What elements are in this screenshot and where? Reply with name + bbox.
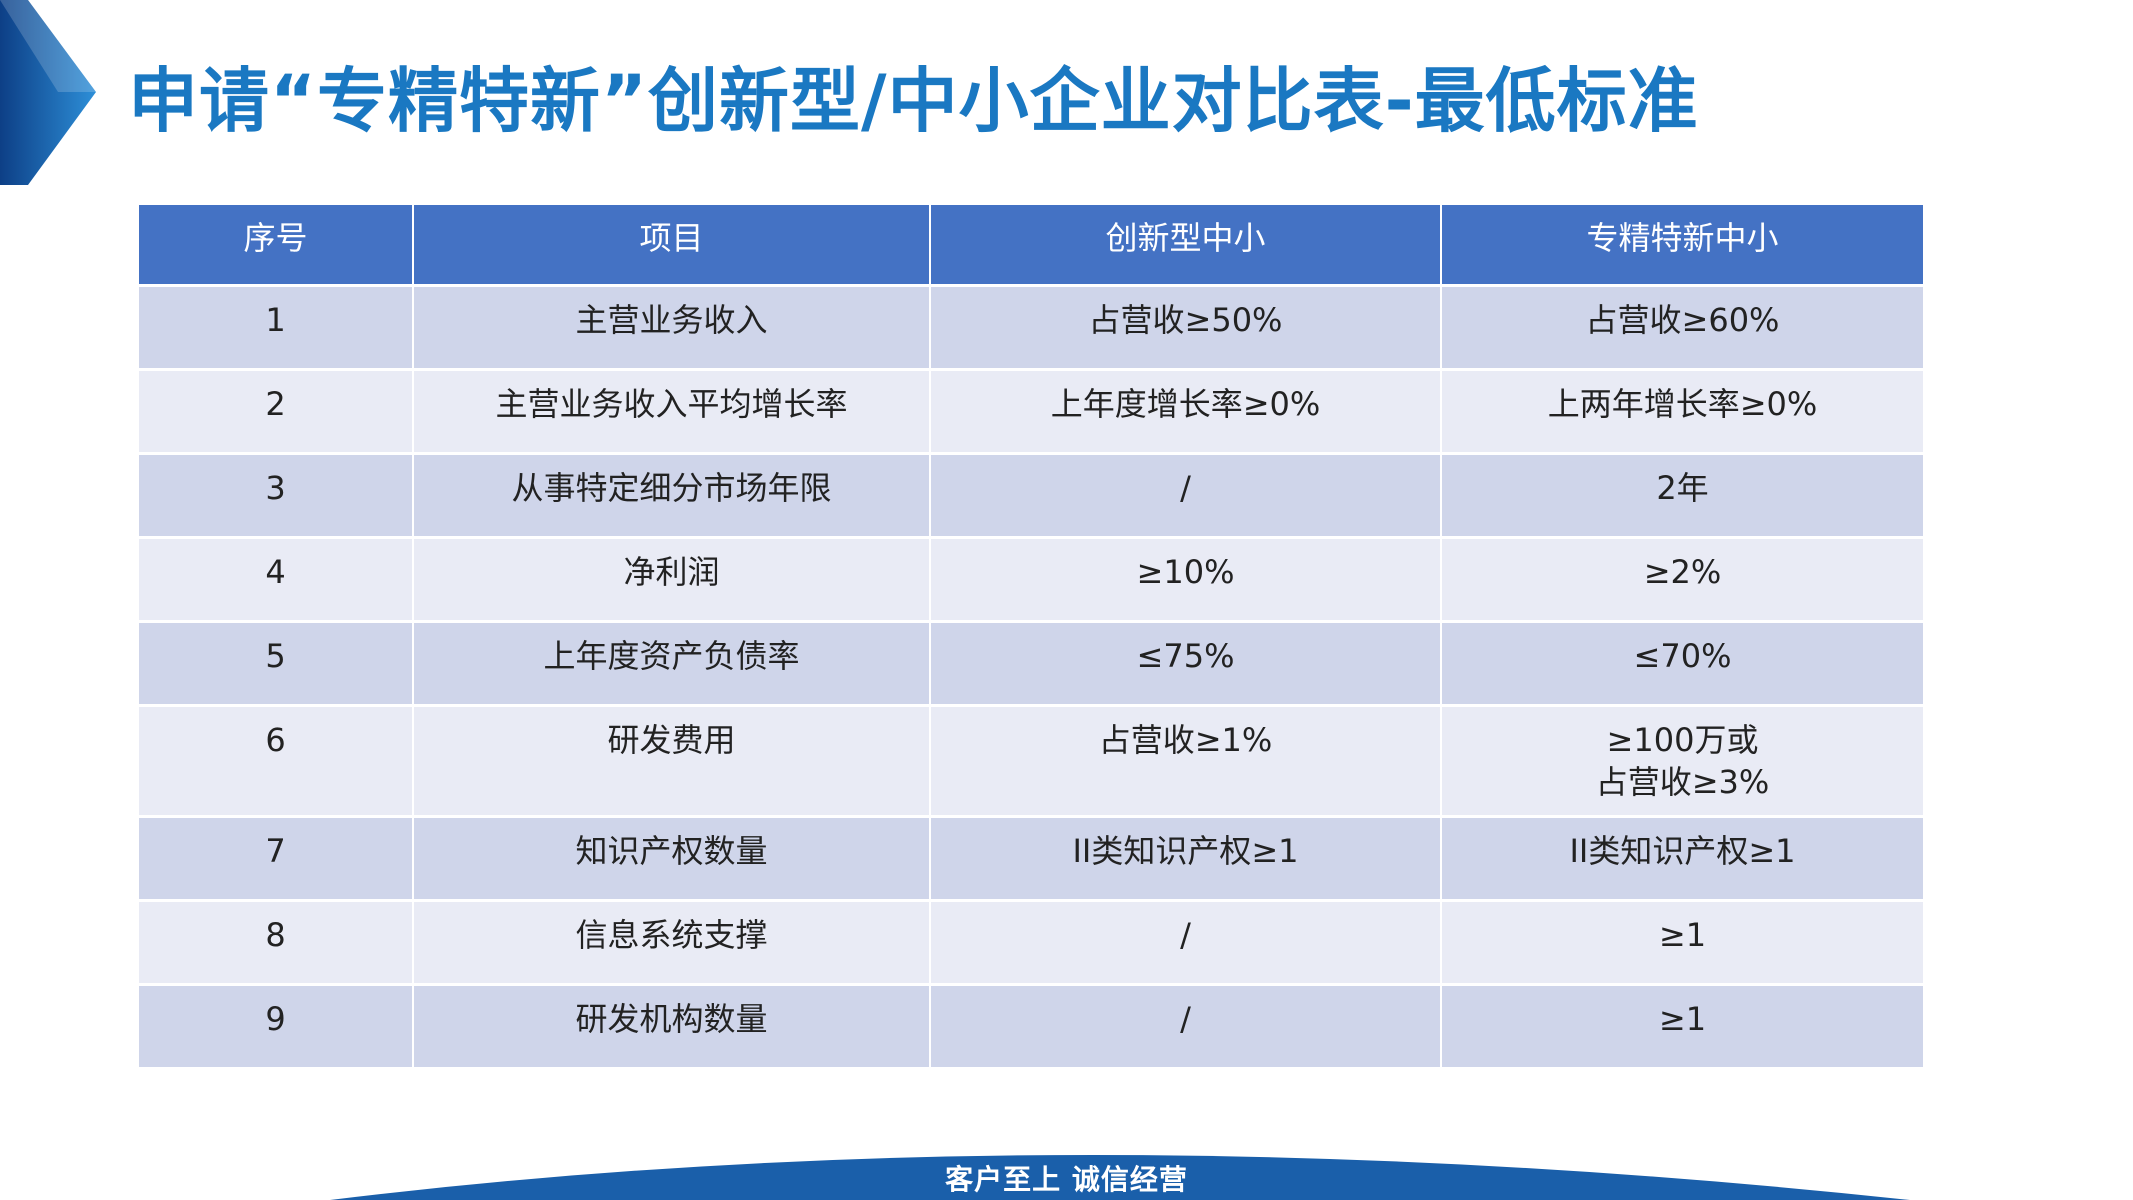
cell-serial: 8 xyxy=(137,899,414,986)
cell-specialized-sme: ≥2% xyxy=(1440,536,1925,623)
header-innovative-sme: 创新型中小 xyxy=(929,202,1442,287)
cell-line: ≥1 xyxy=(1658,916,1707,954)
cell-innovative-sme: ≤75% xyxy=(929,620,1442,707)
cell-innovative-sme: ≥10% xyxy=(929,536,1442,623)
cell-item: 知识产权数量 xyxy=(412,815,931,902)
cell-line: 占营收≥60% xyxy=(1585,301,1780,339)
cell-line: ≥10% xyxy=(1136,553,1235,591)
cell-specialized-sme: ≥1 xyxy=(1440,899,1925,986)
header-serial: 序号 xyxy=(137,202,414,287)
cell-line: 占营收≥3% xyxy=(1595,763,1770,801)
header-item: 项目 xyxy=(412,202,931,287)
table-row: 5 上年度资产负债率 ≤75% ≤70% xyxy=(137,620,1925,707)
cell-specialized-sme: II类知识产权≥1 xyxy=(1440,815,1925,902)
cell-item: 主营业务收入平均增长率 xyxy=(412,368,931,455)
cell-line: 上两年增长率≥0% xyxy=(1547,385,1818,423)
cell-line: ≤70% xyxy=(1633,637,1732,675)
cell-innovative-sme: 占营收≥50% xyxy=(929,284,1442,371)
cell-item: 净利润 xyxy=(412,536,931,623)
cell-serial: 2 xyxy=(137,368,414,455)
cell-serial: 4 xyxy=(137,536,414,623)
table-row: 3 从事特定细分市场年限 / 2年 xyxy=(137,452,1925,539)
cell-line: II类知识产权≥1 xyxy=(1569,832,1796,870)
table-row: 8 信息系统支撑 / ≥1 xyxy=(137,899,1925,986)
table-row: 9 研发机构数量 / ≥1 xyxy=(137,983,1925,1070)
cell-serial: 1 xyxy=(137,284,414,371)
cell-item: 研发费用 xyxy=(412,704,931,818)
slide-title: 申请“专精特新”创新型/中小企业对比表-最低标准 xyxy=(128,60,1699,142)
cell-innovative-sme: / xyxy=(929,983,1442,1070)
cell-specialized-sme: 2年 xyxy=(1440,452,1925,539)
cell-item: 上年度资产负债率 xyxy=(412,620,931,707)
cell-innovative-sme: / xyxy=(929,452,1442,539)
cell-line: / xyxy=(1180,469,1191,507)
corner-arrow-icon xyxy=(0,0,96,185)
cell-specialized-sme: 上两年增长率≥0% xyxy=(1440,368,1925,455)
table-header-row: 序号 项目 创新型中小 专精特新中小 xyxy=(137,202,1925,287)
cell-item: 研发机构数量 xyxy=(412,983,931,1070)
cell-line: 2年 xyxy=(1656,469,1709,507)
cell-line: ≥1 xyxy=(1658,1000,1707,1038)
footer-slogan: 客户至上 诚信经营 xyxy=(945,1163,1188,1196)
table-row: 4 净利润 ≥10% ≥2% xyxy=(137,536,1925,623)
cell-line: ≥2% xyxy=(1643,553,1722,591)
cell-specialized-sme: ≤70% xyxy=(1440,620,1925,707)
cell-serial: 9 xyxy=(137,983,414,1070)
cell-serial: 6 xyxy=(137,704,414,818)
table-body: 1 主营业务收入 占营收≥50% 占营收≥60% 2 主营业务收入平均增长率 上年度增长率≥… xyxy=(137,284,1925,1070)
cell-specialized-sme: ≥1 xyxy=(1440,983,1925,1070)
cell-line: 上年度增长率≥0% xyxy=(1050,385,1321,423)
cell-serial: 3 xyxy=(137,452,414,539)
cell-item: 主营业务收入 xyxy=(412,284,931,371)
cell-line: / xyxy=(1180,916,1191,954)
cell-innovative-sme: / xyxy=(929,899,1442,986)
header-specialized-sme: 专精特新中小 xyxy=(1440,202,1925,287)
footer-wave xyxy=(330,1155,1910,1200)
cell-item: 信息系统支撑 xyxy=(412,899,931,986)
cell-line: 占营收≥1% xyxy=(1098,721,1273,759)
table-row: 6 研发费用 占营收≥1% ≥100万或 占营收≥3% xyxy=(137,704,1925,818)
cell-specialized-sme: ≥100万或 占营收≥3% xyxy=(1440,704,1925,818)
cell-innovative-sme: 上年度增长率≥0% xyxy=(929,368,1442,455)
table-row: 7 知识产权数量 II类知识产权≥1 II类知识产权≥1 xyxy=(137,815,1925,902)
cell-innovative-sme: II类知识产权≥1 xyxy=(929,815,1442,902)
table-row: 2 主营业务收入平均增长率 上年度增长率≥0% 上两年增长率≥0% xyxy=(137,368,1925,455)
cell-line: ≤75% xyxy=(1136,637,1235,675)
comparison-table: 序号 项目 创新型中小 专精特新中小 1 主营业务收入 占营收≥50% 占营收≥60%… xyxy=(137,202,1925,1070)
cell-line: ≥100万或 xyxy=(1606,721,1759,759)
cell-innovative-sme: 占营收≥1% xyxy=(929,704,1442,818)
cell-serial: 7 xyxy=(137,815,414,902)
cell-specialized-sme: 占营收≥60% xyxy=(1440,284,1925,371)
cell-serial: 5 xyxy=(137,620,414,707)
cell-line: 占营收≥50% xyxy=(1088,301,1283,339)
cell-item: 从事特定细分市场年限 xyxy=(412,452,931,539)
cell-line: II类知识产权≥1 xyxy=(1072,832,1299,870)
table-row: 1 主营业务收入 占营收≥50% 占营收≥60% xyxy=(137,284,1925,371)
cell-line: / xyxy=(1180,1000,1191,1038)
